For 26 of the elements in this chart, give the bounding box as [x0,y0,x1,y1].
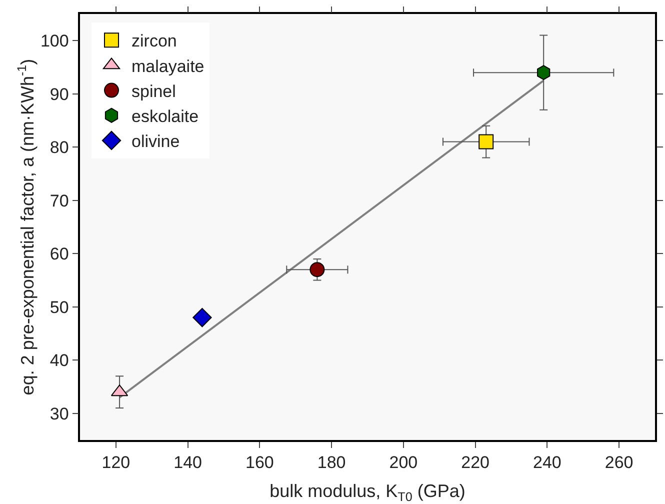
point [537,65,550,80]
y-tick-label: 50 [50,298,69,317]
legend-label: zircon [132,32,177,51]
legend-label: olivine [132,132,180,152]
y-tick-label: 60 [50,244,69,264]
y-tick-label: 30 [50,404,69,424]
x-tick-label: 180 [317,453,346,472]
legend-label: spinel [132,82,176,101]
y-tick-label: 100 [40,32,69,51]
x-tick-label: 140 [174,453,202,472]
legend-label: eskolaite [132,107,199,126]
point [478,134,494,150]
y-tick-label: 40 [50,351,69,370]
point [310,262,325,278]
x-tick-label: 260 [604,453,634,472]
x-tick-label: 120 [102,453,130,472]
y-tick-label: 70 [50,191,69,210]
y-tick-label: 90 [50,84,69,104]
x-axis-title: bulk modulus, K$_{T0}$ (GPa) [270,481,466,504]
point [192,308,212,328]
x-tick-label: 200 [389,453,418,472]
x-tick-label: 240 [533,453,562,472]
x-tick-label: 160 [246,453,274,472]
x-tick-label: 220 [461,453,490,472]
legend-label: malayaite [132,56,204,76]
y-tick-label: 80 [50,138,69,158]
